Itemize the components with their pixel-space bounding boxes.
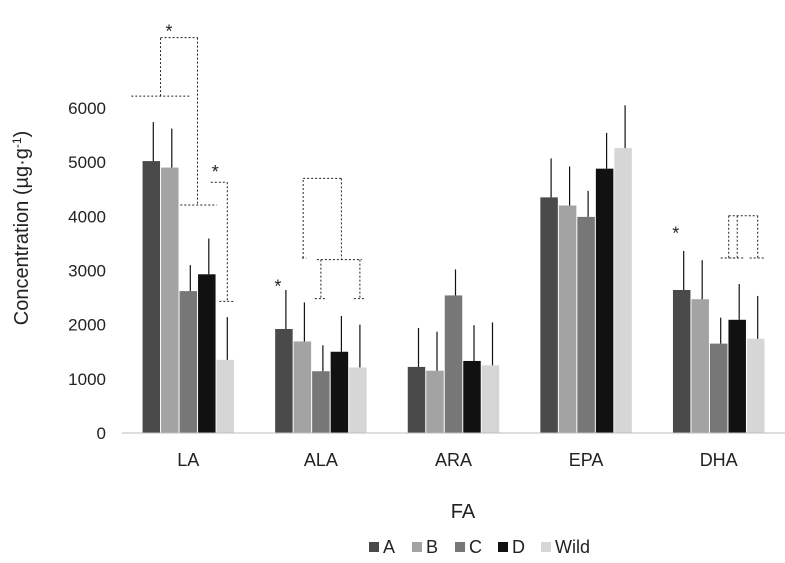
bar [179, 291, 198, 433]
bar [407, 366, 426, 433]
x-tick-label: DHA [700, 450, 738, 470]
bar [540, 197, 558, 433]
bar [691, 299, 709, 433]
legend-swatch [369, 542, 379, 552]
y-tick-label: 6000 [68, 99, 106, 118]
bar [426, 370, 444, 433]
bar [216, 359, 235, 433]
bar [275, 329, 293, 433]
legend: A B C D Wild [369, 537, 590, 557]
y-tick-label: 3000 [68, 262, 106, 281]
bar [746, 338, 765, 433]
bar [558, 205, 577, 433]
bar [142, 161, 161, 434]
legend-label: C [469, 537, 482, 557]
y-tick-label: 1000 [68, 370, 106, 389]
x-tick-label: ALA [304, 450, 338, 470]
bars-layer [142, 148, 765, 434]
x-axis-title: FA [451, 501, 476, 523]
x-axis-categories: LA ALA ARA EPA DHA [177, 450, 737, 470]
significance-star: * [274, 276, 281, 296]
legend-label: A [383, 537, 395, 557]
significance-brackets: * * * * [131, 22, 766, 302]
bar [614, 148, 632, 434]
bar [709, 343, 728, 433]
bar [481, 365, 500, 433]
bar [463, 360, 481, 433]
y-tick-label: 5000 [68, 153, 106, 172]
bar [312, 371, 330, 433]
bar [672, 290, 691, 433]
y-axis-title: Concentration (µg·g-1) [10, 131, 33, 326]
bar [444, 295, 463, 433]
bar [330, 351, 349, 433]
legend-label: Wild [555, 537, 590, 557]
significance-star: * [166, 22, 173, 42]
y-tick-label: 4000 [68, 207, 106, 226]
bar [728, 319, 746, 433]
x-tick-label: ARA [435, 450, 472, 470]
legend-label: B [426, 537, 438, 557]
bar [293, 341, 312, 433]
legend-swatch [412, 542, 422, 552]
significance-star: * [212, 162, 219, 182]
x-tick-label: LA [177, 450, 199, 470]
legend-swatch [455, 542, 465, 552]
x-tick-label: EPA [569, 450, 604, 470]
significance-star: * [672, 223, 679, 243]
bar [577, 216, 595, 433]
bar [161, 167, 179, 434]
bar [595, 168, 614, 433]
bar [349, 367, 367, 433]
legend-label: D [512, 537, 525, 557]
y-tick-label: 2000 [68, 316, 106, 335]
error-bars-layer [152, 105, 759, 372]
legend-swatch [541, 542, 551, 552]
legend-swatch [498, 542, 508, 552]
bar [198, 274, 216, 433]
y-axis-ticks: 0 1000 2000 3000 4000 5000 6000 [68, 99, 106, 443]
y-tick-label: 0 [97, 424, 106, 443]
